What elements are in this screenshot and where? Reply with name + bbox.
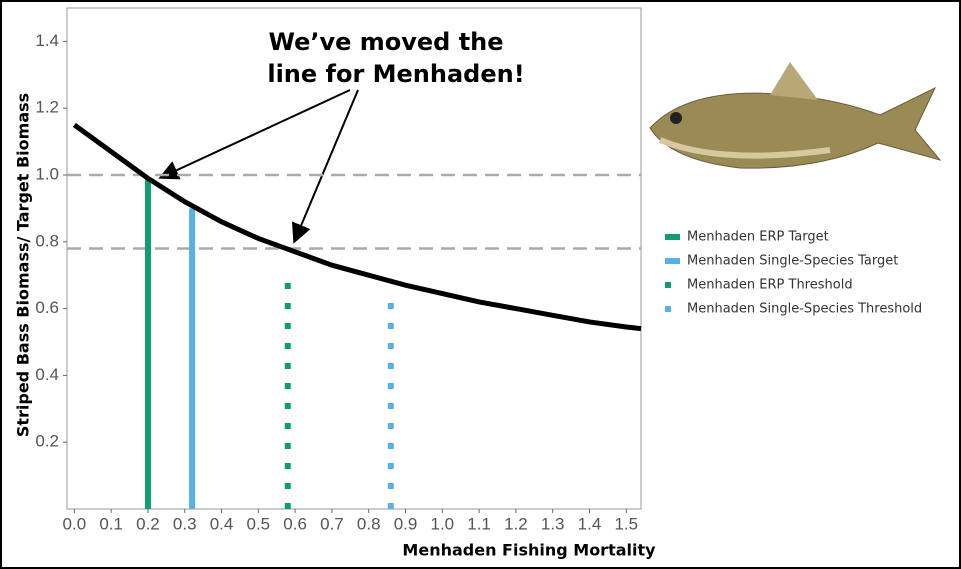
legend-label: Menhaden ERP Threshold <box>687 278 853 293</box>
y-tick-label: 1.4 <box>35 31 59 50</box>
x-tick-label: 0.7 <box>320 514 344 533</box>
x-tick-label: 0.3 <box>173 514 197 533</box>
plot-panel <box>66 7 642 510</box>
annotation: line for Menhaden! <box>267 60 524 88</box>
arrow <box>291 89 359 244</box>
y-tick-label: 0.2 <box>35 432 59 451</box>
legend-label: Menhaden Single-Species Threshold <box>687 302 922 317</box>
fish-illustration <box>649 62 942 169</box>
curve <box>72 122 642 332</box>
y-tick-label: 0.6 <box>35 298 59 317</box>
y-tick-label: 0.4 <box>35 365 59 384</box>
x-tick-label: 0.8 <box>357 514 381 533</box>
legend-label: Menhaden ERP Target <box>687 230 829 245</box>
y-tick-label: 1.2 <box>35 98 59 117</box>
x-tick-label: 0.0 <box>63 514 87 533</box>
x-tick-label: 1.5 <box>614 514 638 533</box>
x-tick-label: 0.5 <box>247 514 271 533</box>
x-tick-label: 1.3 <box>541 514 565 533</box>
x-tick-label: 1.4 <box>578 514 602 533</box>
x-tick-label: 1.1 <box>467 514 491 533</box>
x-tick-label: 0.1 <box>99 514 123 533</box>
x-tick-label: 1.0 <box>430 514 454 533</box>
arrow <box>158 89 351 180</box>
legend-label: Menhaden Single-Species Target <box>687 254 898 269</box>
annotation: We’ve moved the <box>268 28 503 56</box>
x-tick-label: 0.2 <box>136 514 160 533</box>
x-axis-label: Menhaden Fishing Mortality <box>402 541 656 560</box>
x-tick-label: 0.4 <box>210 514 234 533</box>
y-tick-label: 1.0 <box>35 164 59 183</box>
x-tick-label: 1.2 <box>504 514 528 533</box>
y-axis-label: Striped Bass Biomass/ Target Biomass <box>14 93 33 437</box>
y-tick-label: 0.8 <box>35 231 59 250</box>
x-tick-label: 0.6 <box>283 514 307 533</box>
x-tick-label: 0.9 <box>394 514 418 533</box>
